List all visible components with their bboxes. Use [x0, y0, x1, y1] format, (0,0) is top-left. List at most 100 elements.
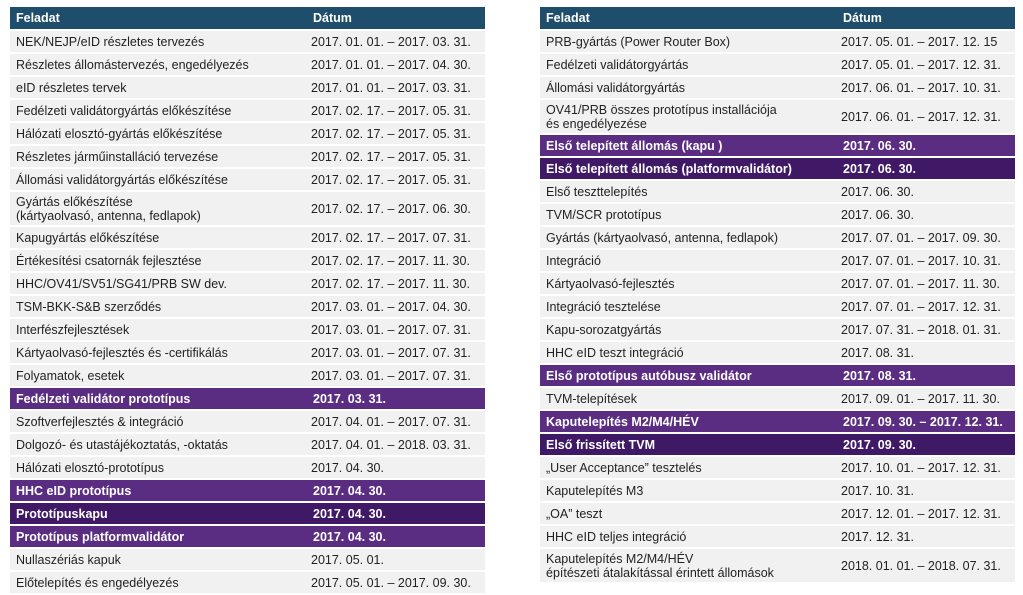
task-cell: Állomási validátorgyártás	[540, 76, 837, 100]
date-cell: 2017. 02. 17. – 2017. 05. 31.	[307, 99, 485, 123]
date-cell: 2017. 01. 01. – 2017. 04. 30.	[307, 53, 485, 77]
task-cell: TSM-BKK-S&B szerződés	[10, 295, 307, 319]
task-cell: TVM-telepítések	[540, 387, 837, 411]
date-cell: 2017. 09. 01. – 2017. 11. 30.	[837, 387, 1015, 411]
date-cell: 2017. 03. 01. – 2017. 07. 31.	[307, 364, 485, 388]
milestone-date: 2017. 04. 30.	[307, 525, 485, 549]
date-cell: 2017. 02. 17. – 2017. 11. 30.	[307, 249, 485, 273]
milestone-task: Első prototípus autóbusz validátor	[540, 364, 837, 388]
milestone-task: Első frissített TVM	[540, 433, 837, 457]
table-row: Előtelepítés és engedélyezés 2017. 05. 01…	[10, 571, 485, 595]
date-cell: 2017. 04. 01. – 2018. 03. 31.	[307, 433, 485, 457]
date-cell: 2017. 02. 17. – 2017. 11. 30.	[307, 272, 485, 296]
table-row: Szoftverfejlesztés & integráció 2017. 04.…	[10, 410, 485, 434]
table-row: TSM-BKK-S&B szerződés 2017. 03. 01. – 201…	[10, 295, 485, 319]
table-row: Kaputelepítés M3 2017. 10. 31.	[540, 479, 1015, 503]
task-cell: Gyártás előkészítése (kártyaolvasó, anten…	[10, 191, 307, 227]
table-row: Állomási validátorgyártás előkészítése 20…	[10, 168, 485, 192]
table-row: Kártyaolvasó-fejlesztés 2017. 07. 01. – 2…	[540, 272, 1015, 296]
table-row: Interfészfejlesztések 2017. 03. 01. – 201…	[10, 318, 485, 342]
milestone-date: 2017. 09. 30. – 2017. 12. 31.	[837, 410, 1015, 434]
milestone-row: Első telepített állomás (platformvalidát…	[540, 157, 1015, 181]
task-cell: Hálózati elosztó-prototípus	[10, 456, 307, 480]
date-cell: 2017. 04. 01. – 2017. 07. 31.	[307, 410, 485, 434]
table-row: Fedélzeti validátorgyártás előkészítése 2…	[10, 99, 485, 123]
table-row: TVM-telepítések 2017. 09. 01. – 2017. 11.…	[540, 387, 1015, 411]
task-cell: Interfészfejlesztések	[10, 318, 307, 342]
table-header: Feladat Dátum	[540, 7, 1015, 31]
schedule-table-left: Feladat Dátum NEK/NEJP/eID részletes ter…	[10, 7, 485, 595]
task-cell: Hálózati elosztó-gyártás előkészítése	[10, 122, 307, 146]
task-line-1: Gyártás előkészítése	[16, 194, 133, 209]
table-row: Állomási validátorgyártás 2017. 06. 01. –…	[540, 76, 1015, 100]
date-cell: 2017. 03. 01. – 2017. 07. 31.	[307, 318, 485, 342]
task-cell: Szoftverfejlesztés & integráció	[10, 410, 307, 434]
table-row: Fedélzeti validátorgyártás 2017. 05. 01. …	[540, 53, 1015, 77]
task-cell: Első teszttelepítés	[540, 180, 837, 204]
table-row: „User Acceptance” tesztelés 2017. 10. 01.…	[540, 456, 1015, 480]
table-row: HHC eID teszt integráció 2017. 08. 31.	[540, 341, 1015, 365]
header-task: Feladat	[10, 7, 307, 31]
task-cell: TVM/SCR prototípus	[540, 203, 837, 227]
task-cell: Részletes járműinstalláció tervezése	[10, 145, 307, 169]
task-cell: Nullaszériás kapuk	[10, 548, 307, 572]
table-row: Hálózati elosztó-prototípus 2017. 04. 30.	[10, 456, 485, 480]
task-cell: Dolgozó- és utastájékoztatás, -oktatás	[10, 433, 307, 457]
table-row: Hálózati elosztó-gyártás előkészítése 201…	[10, 122, 485, 146]
milestone-task: Prototípus platformvalidátor	[10, 525, 307, 549]
date-cell: 2017. 05. 01. – 2017. 12. 15	[837, 30, 1015, 54]
milestone-row: Kaputelepítés M2/M4/HÉV 2017. 09. 30. – 2…	[540, 410, 1015, 434]
date-cell: 2017. 05. 01. – 2017. 12. 31.	[837, 53, 1015, 77]
task-cell: Integráció tesztelése	[540, 295, 837, 319]
table-row: Folyamatok, esetek 2017. 03. 01. – 2017. …	[10, 364, 485, 388]
task-cell: „User Acceptance” tesztelés	[540, 456, 837, 480]
date-cell: 2017. 06. 01. – 2017. 12. 31.	[837, 99, 1015, 135]
date-cell: 2017. 12. 31.	[837, 525, 1015, 549]
milestone-task: Kaputelepítés M2/M4/HÉV	[540, 410, 837, 434]
milestone-date: 2017. 04. 30.	[307, 502, 485, 526]
date-cell: 2017. 06. 30.	[837, 180, 1015, 204]
date-cell: 2017. 02. 17. – 2017. 05. 31.	[307, 122, 485, 146]
table-row: Első teszttelepítés 2017. 06. 30.	[540, 180, 1015, 204]
task-cell: Kártyaolvasó-fejlesztés és -certifikálás	[10, 341, 307, 365]
task-cell: Fedélzeti validátorgyártás	[540, 53, 837, 77]
table-header: Feladat Dátum	[10, 7, 485, 31]
date-cell: 2017. 07. 01. – 2017. 10. 31.	[837, 249, 1015, 273]
table-row: „OA” teszt 2017. 12. 01. – 2017. 12. 31.	[540, 502, 1015, 526]
header-date: Dátum	[307, 7, 485, 31]
task-cell: eID részletes tervek	[10, 76, 307, 100]
milestone-date: 2017. 08. 31.	[837, 364, 1015, 388]
schedule-table-right: Feladat Dátum PRB-gyártás (Power Router …	[540, 7, 1015, 584]
table-row: Részletes járműinstalláció tervezése 2017…	[10, 145, 485, 169]
date-cell: 2017. 01. 01. – 2017. 03. 31.	[307, 76, 485, 100]
date-cell: 2017. 04. 30.	[307, 456, 485, 480]
table-row: NEK/NEJP/eID részletes tervezés 2017. 01.…	[10, 30, 485, 54]
date-cell: 2017. 02. 17. – 2017. 05. 31.	[307, 168, 485, 192]
date-cell: 2017. 10. 31.	[837, 479, 1015, 503]
table-row: Kaputelepítés M2/M4/HÉV építészeti átalak…	[540, 548, 1015, 584]
task-cell: Integráció	[540, 249, 837, 273]
task-cell: Gyártás (kártyaolvasó, antenna, fedlapok…	[540, 226, 837, 250]
table-row: PRB-gyártás (Power Router Box) 2017. 05. …	[540, 30, 1015, 54]
milestone-row: Első prototípus autóbusz validátor 2017. …	[540, 364, 1015, 388]
header-date: Dátum	[837, 7, 1015, 31]
date-cell: 2017. 10. 01. – 2017. 12. 31.	[837, 456, 1015, 480]
task-cell: NEK/NEJP/eID részletes tervezés	[10, 30, 307, 54]
date-cell: 2017. 06. 01. – 2017. 10. 31.	[837, 76, 1015, 100]
task-cell: „OA” teszt	[540, 502, 837, 526]
task-cell: Értékesítési csatornák fejlesztése	[10, 249, 307, 273]
task-line-2: (kártyaolvasó, antenna, fedlapok)	[16, 208, 201, 223]
milestone-date: 2017. 06. 30.	[837, 134, 1015, 158]
task-cell: Fedélzeti validátorgyártás előkészítése	[10, 99, 307, 123]
milestone-row: Első frissített TVM 2017. 09. 30.	[540, 433, 1015, 457]
task-cell: PRB-gyártás (Power Router Box)	[540, 30, 837, 54]
date-cell: 2017. 02. 17. – 2017. 05. 31.	[307, 145, 485, 169]
milestone-date: 2017. 06. 30.	[837, 157, 1015, 181]
table-row: Kapugyártás előkészítése 2017. 02. 17. – …	[10, 226, 485, 250]
table-row: Kártyaolvasó-fejlesztés és -certifikálás…	[10, 341, 485, 365]
date-cell: 2017. 03. 01. – 2017. 07. 31.	[307, 341, 485, 365]
table-row: TVM/SCR prototípus 2017. 06. 30.	[540, 203, 1015, 227]
task-cell: Előtelepítés és engedélyezés	[10, 571, 307, 595]
date-cell: 2017. 07. 01. – 2017. 11. 30.	[837, 272, 1015, 296]
table-row: Értékesítési csatornák fejlesztése 2017. …	[10, 249, 485, 273]
